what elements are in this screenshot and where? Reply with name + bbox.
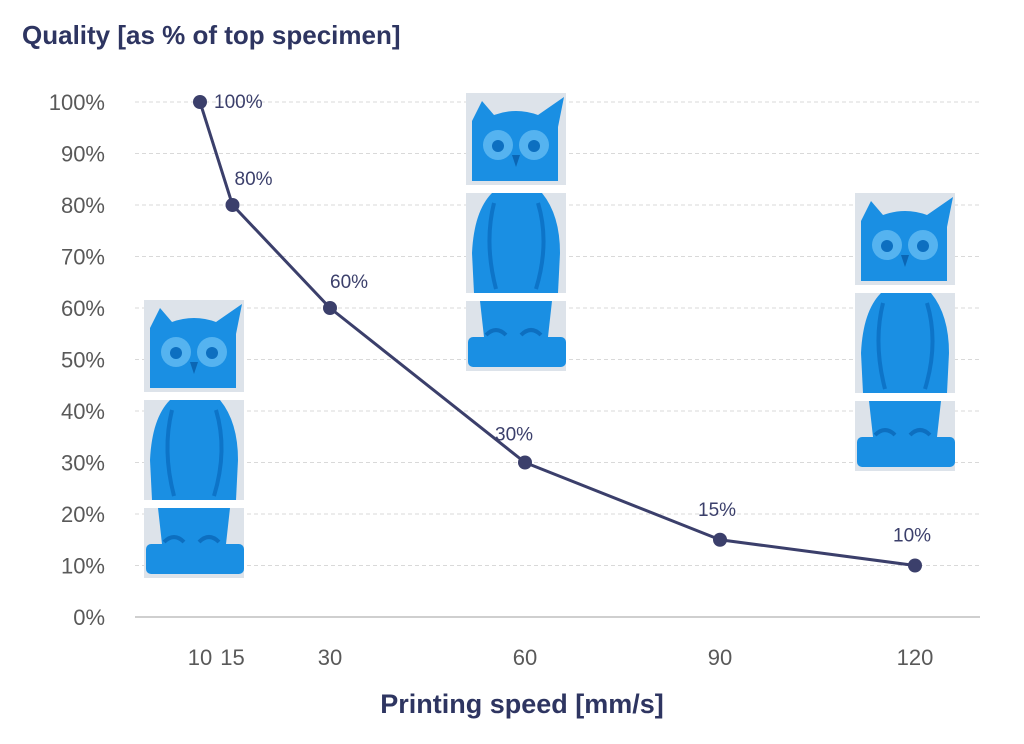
- owl-base-image: [142, 506, 246, 580]
- data-label: 80%: [235, 169, 273, 190]
- owl-body-image: [853, 291, 957, 395]
- y-tick-label: 80%: [61, 193, 105, 218]
- owl-base-image: [464, 299, 568, 373]
- quality-line: [198, 101, 916, 567]
- y-axis-title: Quality [as % of top specimen]: [22, 20, 401, 50]
- owl-specimen-120: [853, 193, 957, 473]
- data-label: 100%: [214, 92, 263, 113]
- data-point: [225, 198, 240, 212]
- owl-base-image: [853, 399, 957, 473]
- owl-specimen-10: [142, 300, 246, 580]
- y-tick-label: 90%: [61, 142, 105, 167]
- y-tick-label: 20%: [61, 502, 105, 527]
- quality-series: [193, 95, 922, 573]
- data-point: [908, 558, 922, 573]
- data-label: 60%: [330, 272, 368, 293]
- y-tick-labels: 0% 10% 20% 30% 40% 50% 60% 70% 80% 90% 100%: [49, 90, 105, 630]
- x-tick-label: 120: [897, 645, 934, 670]
- y-tick-label: 40%: [61, 399, 105, 424]
- specimen-images: [142, 93, 957, 580]
- owl-specimen-60: [464, 93, 568, 373]
- y-tick-label: 60%: [61, 296, 105, 321]
- x-tick-labels: 10 15 30 60 90 120: [188, 645, 934, 670]
- owl-head-image: [855, 193, 955, 285]
- y-tick-label: 30%: [61, 451, 105, 476]
- data-label: 10%: [893, 526, 931, 547]
- x-tick-label: 10: [188, 645, 212, 670]
- x-axis-title: Printing speed [mm/s]: [380, 689, 664, 719]
- data-point: [193, 95, 207, 109]
- data-label: 15%: [698, 500, 736, 521]
- data-label: 30%: [495, 425, 533, 446]
- data-point: [518, 455, 532, 470]
- y-tick-label: 0%: [73, 605, 105, 630]
- x-tick-label: 60: [513, 645, 537, 670]
- data-point: [713, 532, 727, 547]
- y-tick-label: 70%: [61, 245, 105, 270]
- x-tick-label: 30: [318, 645, 342, 670]
- x-tick-label: 15: [220, 645, 244, 670]
- owl-body-image: [142, 398, 246, 502]
- y-tick-label: 50%: [61, 348, 105, 373]
- owl-body-image: [464, 191, 568, 295]
- data-labels: 100% 80% 60% 30% 15% 10%: [214, 92, 931, 547]
- x-tick-label: 90: [708, 645, 732, 670]
- owl-head-image: [144, 300, 244, 392]
- y-tick-label: 100%: [49, 90, 105, 115]
- data-point: [323, 301, 337, 315]
- y-tick-label: 10%: [61, 554, 105, 579]
- owl-head-image: [466, 93, 566, 185]
